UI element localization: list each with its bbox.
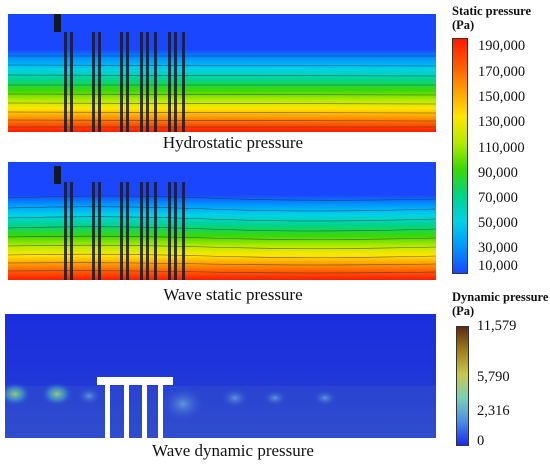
- dynamic-tick: 0: [477, 433, 485, 449]
- static-tick: 50,000: [478, 215, 518, 231]
- pile-group: [64, 182, 185, 280]
- static-tick: 110,000: [478, 140, 525, 156]
- dynamic-legend-title: Dynamic pressure (Pa): [452, 290, 548, 318]
- dynamic-legend-title-text: Dynamic pressure: [452, 290, 549, 304]
- static-legend-title-text: Static pressure: [452, 4, 532, 18]
- wave-static-caption: Wave static pressure: [163, 285, 303, 304]
- dynamic-tick: 2,316: [477, 403, 510, 419]
- static-colorbar: [452, 38, 468, 274]
- static-tick: 30,000: [478, 240, 518, 256]
- static-tick: 10,000: [478, 258, 518, 274]
- static-tick: 130,000: [478, 114, 526, 130]
- dynamic-colorbar: [456, 326, 469, 446]
- static-tick: 90,000: [478, 165, 518, 181]
- static-tick: 190,000: [478, 38, 526, 54]
- static-tick: 150,000: [478, 89, 526, 105]
- static-tick: 70,000: [478, 190, 518, 206]
- sensor-block: [54, 166, 61, 184]
- dynamic-legend-unit: (Pa): [452, 304, 475, 318]
- hydrostatic-pressure-panel: [8, 14, 436, 132]
- platform-structure: [97, 377, 173, 438]
- wave-dynamic-caption: Wave dynamic pressure: [152, 441, 314, 460]
- static-legend-title: Static pressure (Pa): [452, 4, 531, 32]
- dynamic-tick: 5,790: [477, 369, 510, 385]
- sensor-block: [54, 14, 61, 32]
- dynamic-tick: 11,579: [477, 318, 517, 334]
- wave-static-pressure-panel: [8, 162, 436, 280]
- hydrostatic-caption: Hydrostatic pressure: [162, 133, 304, 152]
- static-tick: 170,000: [478, 64, 526, 80]
- static-legend-unit: (Pa): [452, 18, 475, 32]
- pile-group: [64, 32, 185, 132]
- wave-dynamic-pressure-panel: [5, 314, 436, 438]
